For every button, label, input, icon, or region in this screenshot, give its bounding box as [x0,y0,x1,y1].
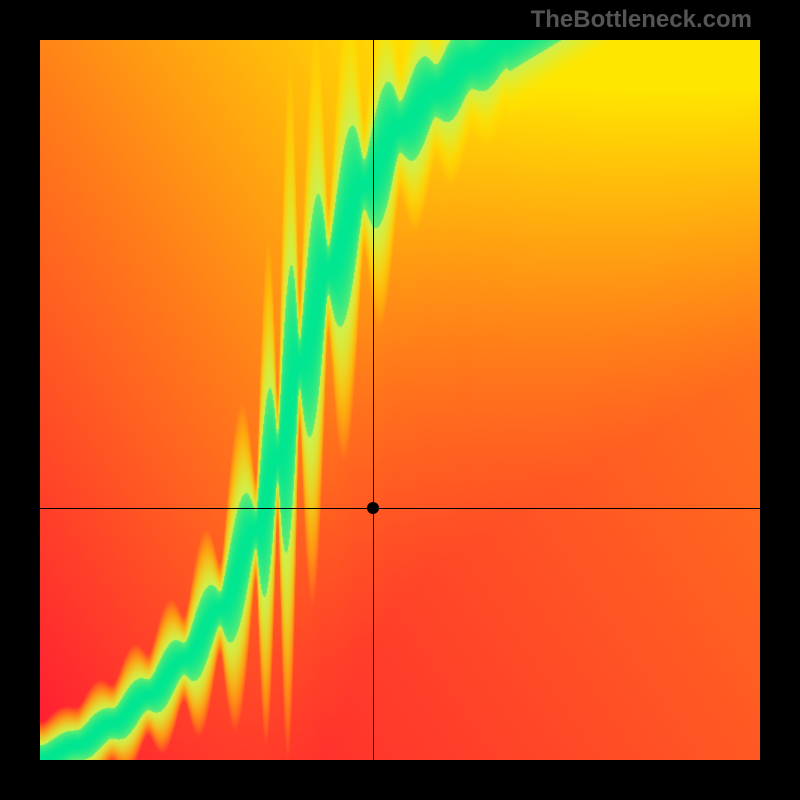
watermark-text: TheBottleneck.com [531,6,752,34]
heatmap-canvas [40,40,760,760]
crosshair-vertical [373,40,374,760]
crosshair-horizontal [40,508,760,509]
plot-area [40,40,760,760]
